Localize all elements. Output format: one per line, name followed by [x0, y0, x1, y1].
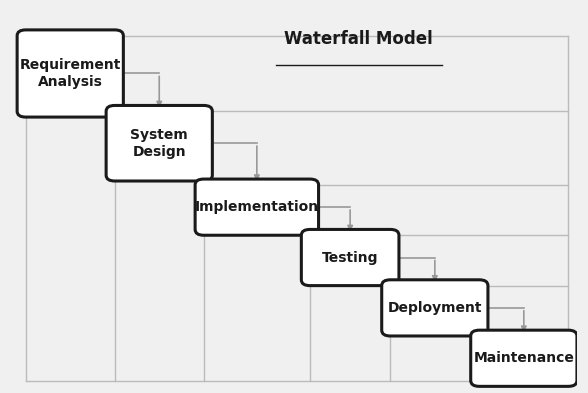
Text: System
Design: System Design	[131, 128, 188, 159]
FancyBboxPatch shape	[195, 179, 319, 235]
FancyBboxPatch shape	[471, 330, 577, 386]
Text: Testing: Testing	[322, 250, 379, 264]
Text: Maintenance: Maintenance	[473, 351, 574, 365]
Text: Waterfall Model: Waterfall Model	[285, 30, 433, 48]
Text: Implementation: Implementation	[195, 200, 319, 214]
Text: Deployment: Deployment	[387, 301, 482, 315]
FancyBboxPatch shape	[301, 230, 399, 286]
Text: Requirement
Analysis: Requirement Analysis	[19, 58, 121, 89]
FancyBboxPatch shape	[106, 105, 212, 181]
FancyBboxPatch shape	[382, 280, 488, 336]
FancyBboxPatch shape	[17, 30, 123, 117]
